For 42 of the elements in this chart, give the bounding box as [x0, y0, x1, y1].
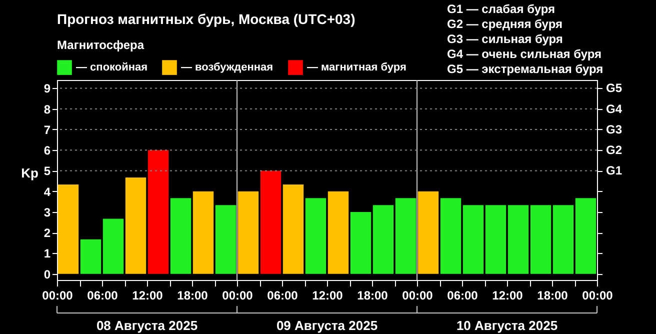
x-tick-label: 18:00 [357, 288, 388, 302]
text: G2 — средняя буря [447, 17, 562, 31]
y-tick-label: 9 [44, 82, 51, 96]
text: G4 — очень сильная буря [447, 47, 602, 61]
x-tick-label: 06:00 [447, 288, 478, 302]
y-tick-label: 2 [44, 226, 51, 240]
x-tick-label: 00:00 [42, 288, 74, 302]
legend-label: — магнитная буря [307, 62, 406, 74]
x-tick-label: 06:00 [267, 288, 298, 302]
text: 08 Августа 2025 [96, 318, 198, 333]
legend-label: — возбужденная [181, 62, 274, 74]
chart-title: Прогноз магнитных бурь, Москва (UTC+03) [57, 11, 356, 27]
x-tick-label: 00:00 [582, 288, 614, 302]
y-tick-label: 5 [44, 164, 51, 178]
x-tick-label: 12:00 [132, 288, 164, 302]
ref-line-label: G5 [606, 81, 622, 96]
x-tick-label: 12:00 [492, 288, 524, 302]
ref-line-label: G3 [606, 122, 622, 136]
text: G5 — экстремальная буря [447, 62, 604, 76]
y-tick-label: 6 [44, 144, 51, 158]
x-tick-label: 00:00 [222, 288, 254, 302]
text: 09 Августа 2025 [276, 318, 378, 333]
y-tick-label: 1 [44, 246, 51, 261]
ref-line-label: G4 [606, 102, 622, 116]
text: G3 — сильная буря [447, 32, 563, 46]
y-tick-label: 7 [44, 122, 51, 137]
y-tick-label: 3 [44, 205, 51, 220]
legend-label: — спокойная [76, 62, 148, 74]
x-tick-label: 18:00 [177, 288, 208, 302]
y-tick-label: 8 [44, 102, 51, 116]
text: G1 — слабая буря [447, 2, 556, 16]
x-tick-label: 12:00 [312, 288, 344, 302]
legend-title: Магнитосфера [57, 38, 144, 52]
ref-line-label: G1 [606, 164, 622, 178]
x-tick-label: 18:00 [537, 288, 568, 302]
x-tick-label: 00:00 [402, 288, 434, 302]
x-tick-label: 06:00 [87, 288, 118, 302]
ref-line-label: G2 [606, 143, 622, 158]
y-tick-label: 0 [44, 267, 51, 282]
y-axis-title: Kp [21, 166, 39, 180]
text: 10 Августа 2025 [456, 318, 558, 333]
y-tick-label: 4 [44, 184, 51, 199]
